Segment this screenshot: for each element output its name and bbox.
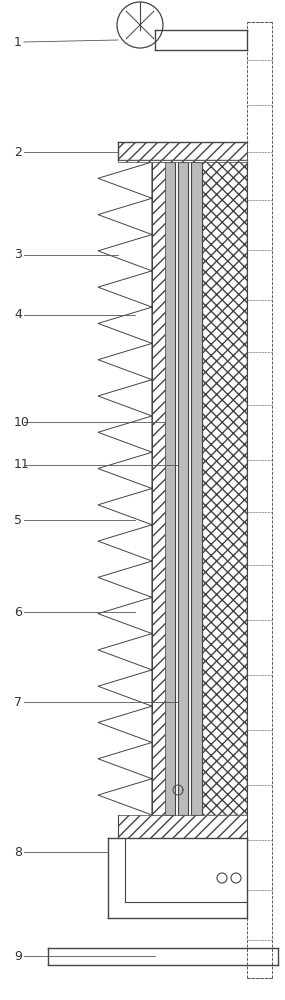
Text: 10: 10 — [14, 416, 30, 428]
Text: 11: 11 — [14, 458, 30, 472]
Bar — [152, 162, 165, 815]
Text: 2: 2 — [14, 145, 22, 158]
Bar — [118, 160, 247, 162]
Text: 5: 5 — [14, 514, 22, 526]
Bar — [118, 142, 247, 160]
Text: 3: 3 — [14, 248, 22, 261]
Bar — [118, 815, 247, 838]
Bar — [178, 162, 188, 815]
Text: 1: 1 — [14, 35, 22, 48]
Bar — [165, 162, 175, 815]
Text: 4: 4 — [14, 308, 22, 322]
Bar — [191, 162, 202, 815]
Text: 8: 8 — [14, 846, 22, 858]
Text: 9: 9 — [14, 950, 22, 962]
Text: 6: 6 — [14, 605, 22, 618]
Polygon shape — [98, 162, 152, 815]
Text: 7: 7 — [14, 696, 22, 708]
Bar — [202, 162, 247, 815]
